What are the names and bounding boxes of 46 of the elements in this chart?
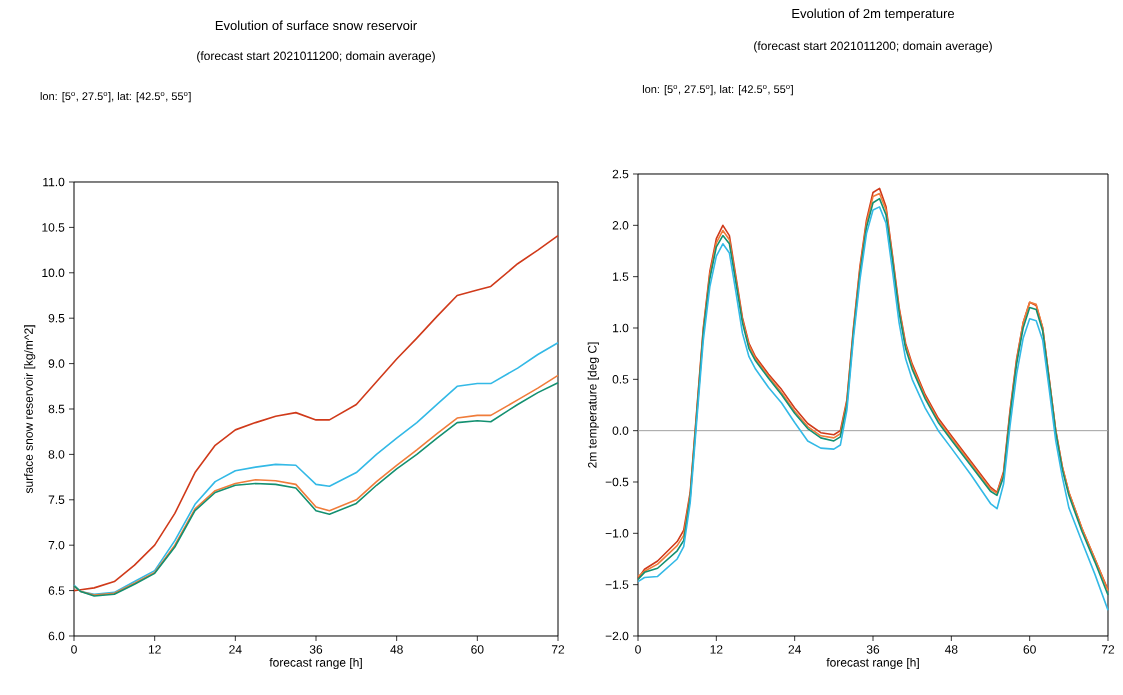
chart-title: Evolution of 2m temperature — [792, 8, 955, 21]
y-tick-label: 0.0 — [612, 426, 629, 435]
x-tick-label: 36 — [309, 645, 323, 654]
y-tick-label: 8.0 — [48, 450, 65, 459]
x-tick-label: 0 — [635, 645, 641, 654]
y-tick-label: 6.5 — [48, 586, 65, 595]
x-tick-label: 24 — [788, 645, 801, 654]
y-tick-label: 10.0 — [42, 268, 65, 278]
x-tick-label: 0 — [71, 645, 77, 654]
chart-subtitle: (forecast start 2021011200; domain average) — [197, 51, 435, 63]
y-axis-title: surface snow reservoir [kg/m^2] — [24, 325, 36, 494]
x-tick-label: 24 — [229, 645, 242, 654]
x-axis-title: forecast range [h] — [269, 657, 362, 670]
x-tick-label: 36 — [866, 645, 880, 654]
y-tick-label: 7.0 — [48, 540, 65, 550]
y-tick-label: 0.5 — [612, 375, 629, 384]
y-tick-label: 2.0 — [612, 221, 629, 230]
x-tick-label: 12 — [710, 645, 723, 654]
x-tick-label: 48 — [944, 645, 958, 654]
chart-subtitle: (forecast start 2021011200; domain average) — [754, 41, 992, 53]
text: lon: [5$^{o}$, 27.5$^{o}$], lat: [42.5$^{o}$, 55$^{o}$] — [40, 91, 191, 103]
x-axis-title: forecast range [h] — [826, 657, 919, 670]
x-tick-label: 60 — [471, 645, 484, 654]
x-tick-label: 72 — [1101, 645, 1115, 654]
y-tick-label: 6.0 — [48, 631, 65, 641]
chart-title: Evolution of surface snow reservoir — [215, 20, 417, 31]
y-tick-label: −0.5 — [605, 477, 629, 487]
y-tick-label: −2.0 — [605, 631, 629, 641]
y-tick-label: 8.5 — [48, 404, 65, 414]
y-tick-label: −1.0 — [605, 529, 629, 538]
y-tick-label: −1.5 — [605, 580, 629, 589]
y-tick-label: 9.5 — [48, 313, 65, 323]
y-axis-title: 2m temperature [deg C] — [587, 342, 599, 468]
text: lon: [5$^{o}$, 27.5$^{o}$], lat: [42.5$^{o}$, 55$^{o}$] — [642, 84, 793, 96]
y-tick-label: 1.5 — [613, 272, 629, 281]
x-tick-label: 48 — [390, 645, 403, 654]
y-tick-label: 10.5 — [42, 223, 65, 232]
x-tick-label: 60 — [1023, 645, 1036, 654]
x-tick-label: 72 — [551, 645, 565, 654]
line-series — [73, 234, 559, 592]
y-tick-label: 11.0 — [43, 177, 65, 187]
y-tick-label: 1.0 — [613, 323, 629, 333]
x-tick-label: 12 — [148, 645, 161, 654]
y-tick-label: 7.5 — [48, 495, 65, 504]
y-tick-label: 2.5 — [612, 169, 629, 179]
y-tick-label: 9.0 — [48, 359, 65, 368]
